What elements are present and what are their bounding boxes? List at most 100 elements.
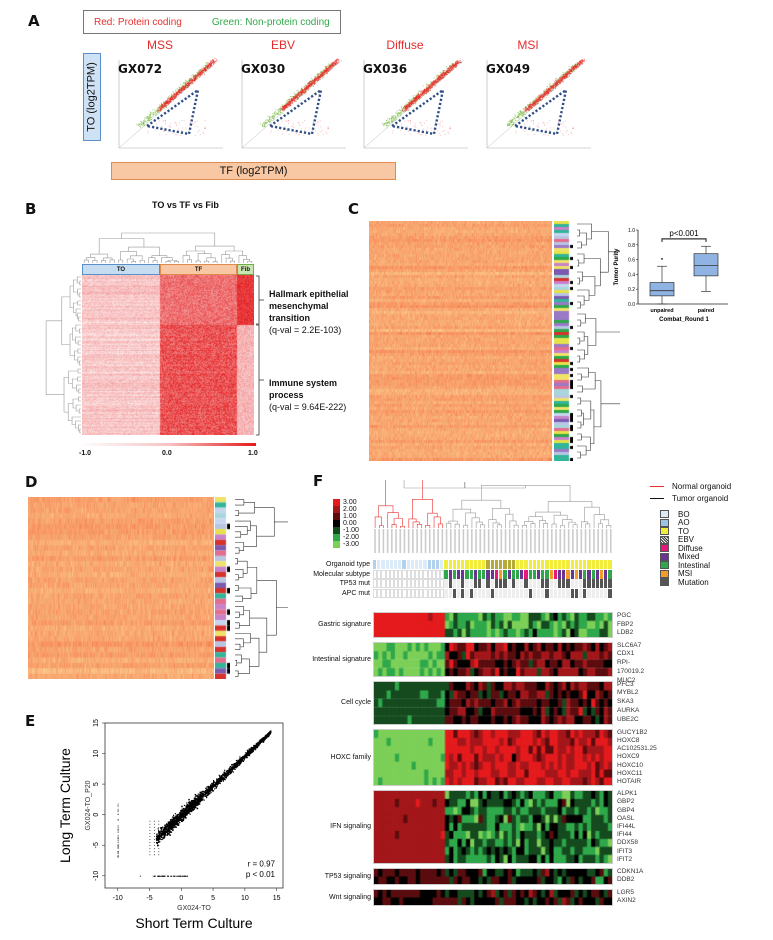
- point-non-coding: [418, 91, 420, 93]
- point-protein-coding: [577, 65, 579, 67]
- point-protein-coding: [291, 102, 293, 104]
- point-protein-coding: [159, 107, 161, 109]
- point-non-coding: [383, 124, 385, 126]
- point-non-coding: [510, 123, 512, 125]
- point-non-coding: [272, 114, 274, 116]
- point-protein-coding: [283, 108, 285, 110]
- point-protein-coding: [167, 98, 169, 100]
- point-protein-coding: [542, 96, 544, 98]
- point-protein-coding: [191, 79, 193, 81]
- point-protein-coding: [422, 91, 424, 93]
- point-protein-coding: [445, 73, 447, 75]
- point-non-coding: [166, 104, 168, 106]
- point-protein-coding: [191, 80, 193, 82]
- point-protein-coding: [196, 76, 198, 78]
- point-protein-coding: [180, 89, 182, 91]
- point-non-coding: [518, 112, 520, 114]
- point-protein-coding: [213, 59, 215, 61]
- point-non-coding: [297, 98, 299, 100]
- point-protein-coding: [308, 82, 310, 84]
- point-non-coding: [299, 92, 301, 94]
- point-protein-coding: [428, 86, 430, 88]
- point-non-coding: [277, 112, 279, 114]
- point-non-coding: [403, 107, 405, 109]
- point-non-coding: [391, 118, 393, 120]
- point-protein-coding: [435, 82, 437, 84]
- point-protein-coding: [414, 98, 416, 100]
- point-protein-coding: [325, 72, 327, 74]
- point-protein-coding: [209, 66, 211, 68]
- point-protein-coding: [333, 62, 335, 64]
- point-protein-coding: [427, 90, 429, 92]
- point-protein-coding: [582, 61, 584, 63]
- point-protein-coding: [162, 107, 164, 109]
- point: [190, 801, 192, 803]
- point-non-coding: [514, 119, 516, 121]
- point-non-coding: [167, 104, 169, 106]
- point: [179, 821, 181, 824]
- point-protein-coding: [183, 88, 185, 90]
- point-protein-coding: [190, 83, 192, 85]
- point-protein-coding: [313, 79, 315, 81]
- point-protein-coding: [552, 88, 554, 90]
- point-protein-coding: [184, 86, 186, 88]
- point-non-coding: [450, 65, 452, 67]
- point-protein-coding: [449, 71, 451, 73]
- point-non-coding: [295, 93, 297, 95]
- point-non-coding: [560, 75, 562, 77]
- point-non-coding: [139, 123, 141, 125]
- point-non-coding: [420, 96, 422, 98]
- point-non-coding: [551, 85, 553, 87]
- point-protein-coding: [528, 109, 530, 111]
- point-protein-coding: [293, 100, 295, 102]
- point-protein-coding: [282, 109, 284, 111]
- point-non-coding: [209, 67, 211, 69]
- point-protein-coding: [435, 81, 437, 83]
- point-protein-coding: [414, 102, 416, 104]
- panel-letter-a: A: [28, 12, 40, 30]
- point-protein-coding: [313, 82, 315, 84]
- point-protein-coding: [166, 100, 168, 102]
- point-non-coding: [271, 117, 273, 119]
- x-tick-label: -5: [146, 895, 152, 902]
- point-non-coding: [536, 102, 538, 104]
- point-non-coding: [280, 111, 282, 113]
- point-protein-coding: [574, 63, 576, 65]
- point-protein-coding: [415, 103, 417, 105]
- point-protein-coding: [554, 84, 556, 86]
- point-protein-coding: [454, 66, 456, 68]
- point-non-coding: [509, 121, 511, 123]
- point-non-coding: [278, 108, 280, 110]
- point-protein-coding: [428, 87, 430, 89]
- point-non-coding: [273, 116, 275, 118]
- point-non-coding: [388, 117, 390, 119]
- point-protein-coding: [201, 70, 203, 72]
- point-protein-coding: [180, 93, 182, 95]
- point-protein-coding: [450, 66, 452, 68]
- point-protein-coding: [328, 70, 330, 72]
- point-non-coding: [534, 100, 536, 102]
- point-protein-coding: [306, 87, 308, 89]
- point-non-coding: [203, 71, 205, 73]
- point-non-coding: [549, 83, 551, 85]
- point-protein-coding: [216, 58, 218, 60]
- point-protein-coding: [554, 81, 556, 83]
- point-non-coding: [185, 79, 187, 81]
- point-protein-coding: [293, 98, 295, 100]
- point-protein-coding: [566, 76, 568, 78]
- point-non-coding: [574, 64, 576, 66]
- point-protein-coding: [562, 75, 564, 77]
- point-protein-coding: [577, 66, 579, 68]
- point-protein-coding: [547, 89, 549, 91]
- point-protein-coding: [210, 60, 212, 62]
- point-non-coding: [205, 67, 207, 69]
- point-non-coding: [518, 114, 520, 116]
- point-protein-coding: [433, 84, 435, 86]
- point-non-coding: [151, 113, 153, 115]
- point-protein-coding: [451, 64, 453, 66]
- point-protein-coding: [309, 84, 311, 86]
- point-non-coding: [430, 81, 432, 83]
- point-non-coding: [396, 110, 398, 112]
- point-non-coding: [573, 70, 575, 72]
- point-non-coding: [405, 104, 407, 106]
